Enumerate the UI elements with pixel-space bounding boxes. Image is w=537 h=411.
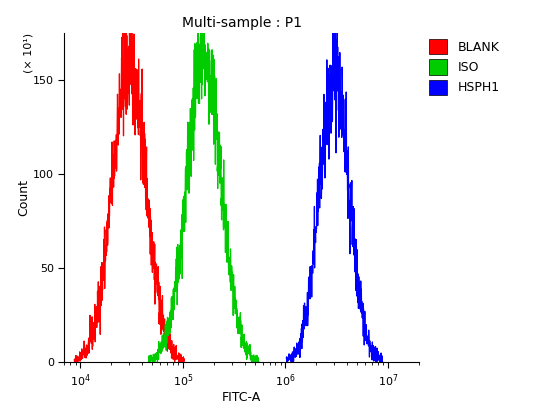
Legend: BLANK, ISO, HSPH1: BLANK, ISO, HSPH1 [429, 39, 499, 95]
Text: (× 10¹): (× 10¹) [24, 33, 34, 73]
Y-axis label: Count: Count [17, 179, 30, 216]
X-axis label: FITC-A: FITC-A [222, 391, 262, 404]
Title: Multi-sample : P1: Multi-sample : P1 [182, 16, 302, 30]
